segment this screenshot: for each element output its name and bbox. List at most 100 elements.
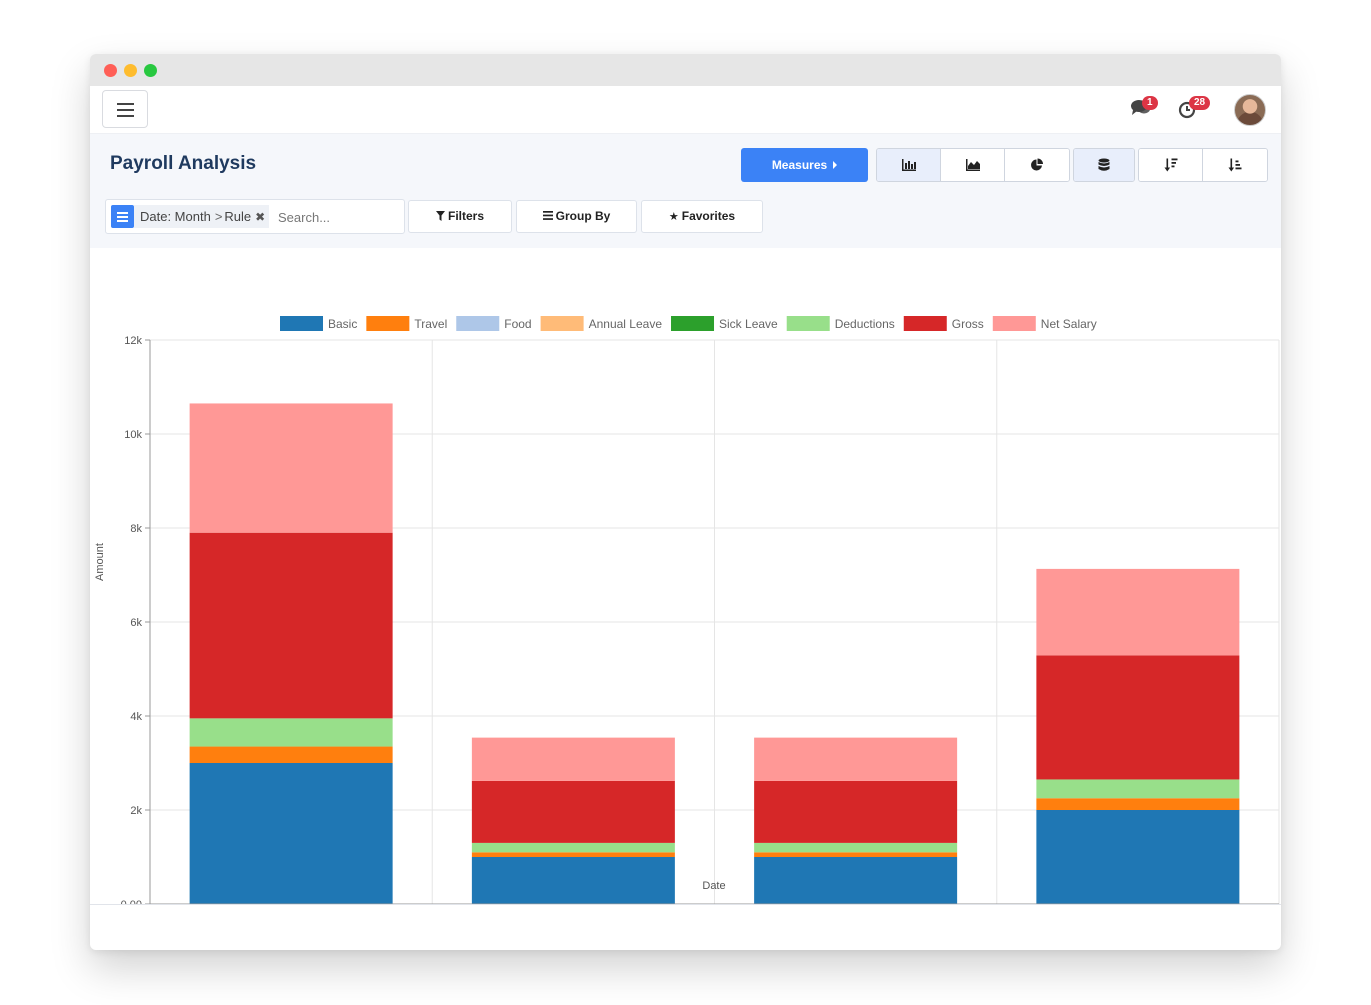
- search-facet: Date: Month > Rule ✖: [134, 205, 270, 228]
- chart-legend: Basic Travel Food Annual Leave Sick Leave Ded…: [280, 316, 1097, 331]
- sort-descending-icon: [1164, 158, 1177, 172]
- bar-segment-net-salary[interactable]: [471, 737, 675, 781]
- legend-item-net-salary[interactable]: Net Salary: [992, 316, 1097, 331]
- legend-item-annual-leave[interactable]: Annual Leave: [540, 316, 663, 331]
- remove-facet-icon[interactable]: ✖: [255, 210, 266, 224]
- payroll-bar-chart: Basic Travel Food Annual Leave Sick Leave Ded…: [94, 316, 1280, 928]
- legend-swatch: [786, 316, 830, 331]
- bar-segment-travel[interactable]: [471, 852, 675, 857]
- area-chart-button[interactable]: [941, 149, 1005, 181]
- legend-item-basic[interactable]: Basic: [280, 316, 357, 331]
- legend-swatch: [280, 316, 323, 331]
- area-chart-icon: [965, 159, 980, 171]
- measures-button[interactable]: Measures: [741, 148, 868, 182]
- control-panel: Payroll Analysis Measures: [90, 134, 1281, 248]
- pie-chart-button[interactable]: [1005, 149, 1069, 181]
- y-tick-label: 8k: [130, 523, 142, 535]
- legend-item-food[interactable]: Food: [456, 316, 532, 331]
- bar-segment-net-salary[interactable]: [754, 737, 958, 781]
- app-window: 1 28 Payroll Analysis Measures: [90, 54, 1281, 950]
- pie-chart-icon: [1031, 158, 1043, 171]
- legend-swatch: [456, 316, 500, 331]
- clock-icon[interactable]: [1178, 98, 1200, 120]
- favorites-label: Favorites: [681, 209, 736, 223]
- search-input[interactable]: [278, 208, 398, 226]
- legend-swatch: [366, 316, 410, 331]
- y-tick-label: 4k: [130, 711, 142, 723]
- legend-swatch: [903, 316, 947, 331]
- legend-item-travel[interactable]: Travel: [366, 316, 447, 331]
- filters-label: Filters: [447, 209, 484, 223]
- y-axis-label: Amount: [94, 543, 106, 581]
- sort-ascending-button[interactable]: [1203, 149, 1267, 181]
- bar-segment-gross[interactable]: [1036, 655, 1240, 780]
- facet-value: Rule: [224, 209, 252, 224]
- bar-segment-net-salary[interactable]: [1036, 568, 1240, 656]
- bar-segment-basic[interactable]: [754, 857, 958, 904]
- favorites-button[interactable]: ★ Favorites: [641, 200, 763, 233]
- bar-segment-deductions[interactable]: [471, 842, 675, 853]
- bar-segment-basic[interactable]: [471, 857, 675, 904]
- measures-label: Measures: [771, 158, 828, 172]
- filters-button[interactable]: Filters: [408, 200, 512, 233]
- bar-segment-deductions[interactable]: [754, 842, 958, 853]
- bar-segment-gross[interactable]: [189, 532, 393, 719]
- y-tick-label: 2k: [130, 805, 142, 817]
- star-icon: ★: [668, 211, 679, 223]
- bar-segment-net-salary[interactable]: [189, 403, 393, 533]
- bar-chart-icon: [901, 159, 916, 171]
- legend-label: Net Salary: [1041, 317, 1097, 331]
- group-by-button[interactable]: Group By: [516, 200, 637, 233]
- chart-bottom-border: [90, 904, 1281, 905]
- legend-label: Basic: [328, 317, 357, 331]
- bar-segment-gross[interactable]: [471, 780, 675, 843]
- stacked-toggle-button[interactable]: [1074, 149, 1134, 181]
- window-titlebar: [90, 54, 1281, 86]
- legend-label: Sick Leave: [719, 317, 778, 331]
- legend-label: Food: [504, 317, 531, 331]
- filter-icon: [435, 211, 445, 221]
- maximize-window-button[interactable]: [144, 64, 157, 77]
- sort-descending-button[interactable]: [1139, 149, 1203, 181]
- groupby-facet-icon: [111, 205, 134, 228]
- sort-group: [1138, 148, 1268, 182]
- x-axis-label: Date: [702, 880, 725, 892]
- legend-item-gross[interactable]: Gross: [903, 316, 984, 331]
- bars-icon: [542, 211, 553, 220]
- caret-right-icon: [833, 161, 838, 169]
- y-tick-label: 6k: [130, 617, 142, 629]
- legend-label: Gross: [952, 317, 984, 331]
- bar-segment-deductions[interactable]: [1036, 779, 1240, 799]
- page-title: Payroll Analysis: [110, 153, 257, 174]
- activity-badge: 28: [1189, 96, 1211, 110]
- user-avatar[interactable]: [1234, 94, 1266, 126]
- sort-ascending-icon: [1228, 158, 1242, 172]
- menu-toggle-button[interactable]: [102, 90, 148, 128]
- bar-segment-deductions[interactable]: [189, 718, 393, 747]
- legend-label: Deductions: [835, 317, 895, 331]
- bar-segment-gross[interactable]: [754, 780, 958, 843]
- legend-swatch: [671, 316, 715, 331]
- y-tick-label: 12k: [124, 335, 142, 347]
- database-icon: [1098, 158, 1110, 171]
- close-window-button[interactable]: [104, 64, 117, 77]
- legend-label: Travel: [414, 317, 447, 331]
- chart-type-group: [876, 148, 1070, 182]
- stack-group: [1073, 148, 1135, 182]
- chart-bars: [189, 403, 1240, 904]
- bar-segment-basic[interactable]: [189, 763, 393, 904]
- bar-segment-travel[interactable]: [1036, 798, 1240, 810]
- bar-segment-travel[interactable]: [754, 852, 958, 857]
- group-by-label: Group By: [555, 209, 611, 223]
- bar-segment-basic[interactable]: [1036, 810, 1240, 904]
- facet-field: Date: Month: [140, 209, 211, 224]
- chat-badge: 1: [1142, 96, 1158, 110]
- minimize-window-button[interactable]: [124, 64, 137, 77]
- legend-item-deductions[interactable]: Deductions: [786, 316, 895, 331]
- y-tick-label: 10k: [124, 429, 142, 441]
- search-bar: Date: Month > Rule ✖: [105, 199, 405, 234]
- legend-item-sick-leave[interactable]: Sick Leave: [671, 316, 778, 331]
- bar-chart-button[interactable]: [877, 149, 941, 181]
- bar-segment-travel[interactable]: [189, 746, 393, 763]
- facet-separator: >: [214, 209, 223, 224]
